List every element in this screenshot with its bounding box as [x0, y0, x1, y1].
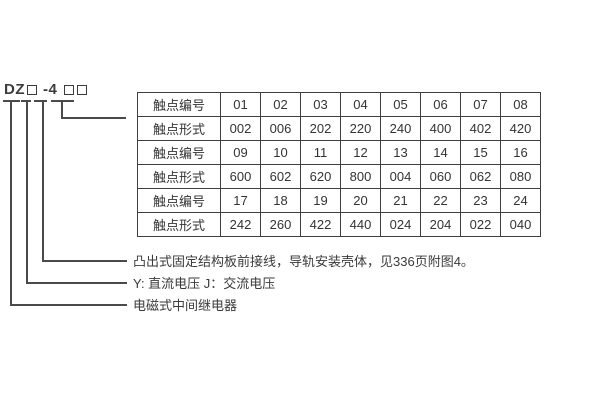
table-row: 触点形式 242 260 422 440 024 204 022 040 — [137, 212, 541, 237]
placeholder-box-voltage — [27, 84, 37, 95]
table-cell: 422 — [300, 212, 341, 237]
contact-code-table: 触点编号 01 02 03 04 05 06 07 08 触点形式 002 00… — [137, 92, 541, 237]
model-dash-code: -4 — [43, 81, 58, 98]
table-cell: 15 — [460, 140, 501, 165]
table-cell: 002 — [220, 116, 261, 141]
leader-hline-relay-type — [10, 304, 127, 306]
table-cell: 402 — [460, 116, 501, 141]
table-cell: 240 — [380, 116, 421, 141]
note-relay-type: 电磁式中间继电器 — [133, 298, 238, 313]
model-code: DZ -4 — [4, 81, 88, 98]
table-cell: 06 — [420, 92, 461, 117]
table-cell: 004 — [380, 164, 421, 189]
table-cell: 260 — [260, 212, 301, 237]
table-cell: 14 — [420, 140, 461, 165]
table-cell: 17 — [220, 188, 261, 213]
table-cell: 04 — [340, 92, 381, 117]
table-cell: 07 — [460, 92, 501, 117]
table-cell: 16 — [500, 140, 541, 165]
leader-vline-structure — [42, 100, 44, 262]
row-label-cell: 触点形式 — [137, 212, 221, 237]
leader-hline-structure — [42, 260, 127, 262]
table-cell: 19 — [300, 188, 341, 213]
table-cell: 220 — [340, 116, 381, 141]
leader-vline-relay-type — [10, 100, 12, 306]
table-cell: 800 — [340, 164, 381, 189]
placeholder-box-contact-2 — [77, 84, 88, 95]
table-cell: 09 — [220, 140, 261, 165]
table-cell: 080 — [500, 164, 541, 189]
table-cell: 13 — [380, 140, 421, 165]
table-row: 触点编号 09 10 11 12 13 14 15 16 — [137, 140, 541, 165]
table-cell: 21 — [380, 188, 421, 213]
table-cell: 02 — [260, 92, 301, 117]
table-cell: 11 — [300, 140, 341, 165]
table-cell: 204 — [420, 212, 461, 237]
table-cell: 022 — [460, 212, 501, 237]
note-structure: 凸出式固定结构板前接线，导轨安装壳体，见336页附图4。 — [133, 254, 474, 269]
leader-hline-contact-table — [61, 117, 126, 119]
table-cell: 040 — [500, 212, 541, 237]
table-cell: 05 — [380, 92, 421, 117]
note-voltage: Y: 直流电压 J：交流电压 — [133, 276, 276, 291]
table-cell: 060 — [420, 164, 461, 189]
table-cell: 062 — [460, 164, 501, 189]
table-row: 触点形式 002 006 202 220 240 400 402 420 — [137, 116, 541, 141]
table-cell: 600 — [220, 164, 261, 189]
table-row: 触点编号 17 18 19 20 21 22 23 24 — [137, 188, 541, 213]
table-cell: 400 — [420, 116, 461, 141]
leader-hline-voltage — [26, 282, 127, 284]
table-cell: 22 — [420, 188, 461, 213]
leader-vline-voltage — [26, 100, 28, 284]
table-cell: 440 — [340, 212, 381, 237]
table-cell: 18 — [260, 188, 301, 213]
table-cell: 12 — [340, 140, 381, 165]
placeholder-box-contact-1 — [64, 84, 75, 95]
table-cell: 620 — [300, 164, 341, 189]
table-row: 触点编号 01 02 03 04 05 06 07 08 — [137, 92, 541, 117]
table-cell: 024 — [380, 212, 421, 237]
table-cell: 03 — [300, 92, 341, 117]
row-label-cell: 触点编号 — [137, 140, 221, 165]
model-prefix: DZ — [4, 81, 25, 98]
table-cell: 602 — [260, 164, 301, 189]
row-label-cell: 触点形式 — [137, 116, 221, 141]
table-cell: 006 — [260, 116, 301, 141]
table-cell: 08 — [500, 92, 541, 117]
row-label-cell: 触点编号 — [137, 92, 221, 117]
row-label-cell: 触点形式 — [137, 164, 221, 189]
table-cell: 10 — [260, 140, 301, 165]
table-cell: 242 — [220, 212, 261, 237]
leader-vline-contact-table — [61, 100, 63, 119]
table-cell: 23 — [460, 188, 501, 213]
underline-dash-code — [34, 100, 47, 102]
table-cell: 420 — [500, 116, 541, 141]
table-cell: 20 — [340, 188, 381, 213]
table-row: 触点形式 600 602 620 800 004 060 062 080 — [137, 164, 541, 189]
table-cell: 01 — [220, 92, 261, 117]
row-label-cell: 触点编号 — [137, 188, 221, 213]
table-cell: 202 — [300, 116, 341, 141]
table-cell: 24 — [500, 188, 541, 213]
